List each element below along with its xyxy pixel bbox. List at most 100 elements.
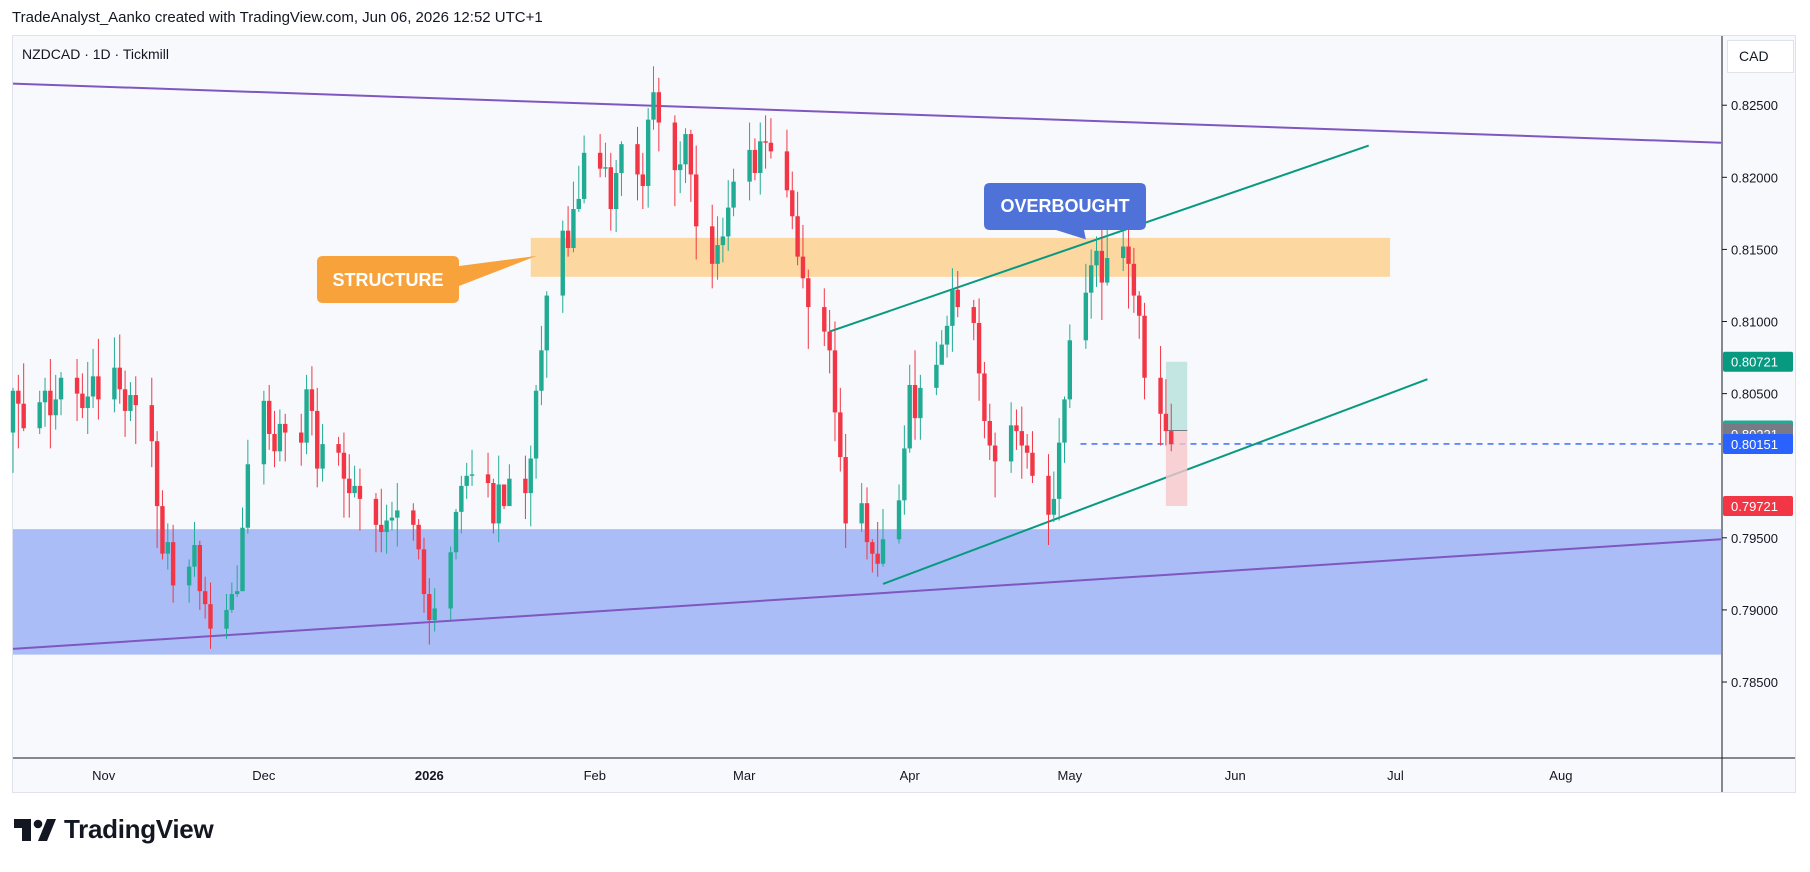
channel-top-line[interactable] — [829, 144, 1370, 333]
candle[interactable] — [245, 439, 251, 534]
candle[interactable] — [827, 309, 832, 374]
candle[interactable] — [651, 66, 656, 130]
currency-selector[interactable]: CAD — [1727, 40, 1794, 73]
candle[interactable] — [533, 384, 539, 479]
candle[interactable] — [16, 374, 21, 449]
candle[interactable] — [523, 455, 528, 520]
candle[interactable] — [133, 376, 138, 445]
candle[interactable] — [427, 578, 432, 645]
candle[interactable] — [1094, 236, 1099, 287]
candle[interactable] — [795, 191, 800, 266]
candle[interactable] — [1014, 409, 1019, 450]
candle[interactable] — [560, 220, 565, 313]
candle[interactable] — [112, 337, 117, 413]
candle[interactable] — [790, 171, 795, 230]
candle[interactable] — [448, 546, 453, 621]
structure-zone[interactable] — [530, 237, 1391, 277]
candle[interactable] — [950, 268, 955, 352]
candle[interactable] — [1158, 346, 1163, 446]
candle[interactable] — [1104, 224, 1110, 286]
candle[interactable] — [277, 409, 283, 462]
candle[interactable] — [1126, 223, 1131, 309]
candle[interactable] — [299, 413, 304, 466]
candle[interactable] — [710, 204, 715, 289]
candle[interactable] — [261, 390, 267, 485]
candle[interactable] — [320, 423, 325, 482]
candle[interactable] — [640, 152, 646, 210]
candle[interactable] — [939, 330, 944, 365]
candle[interactable] — [677, 141, 683, 194]
candle[interactable] — [464, 462, 469, 499]
candle[interactable] — [806, 269, 811, 349]
candle[interactable] — [672, 115, 678, 207]
candle[interactable] — [1131, 247, 1137, 313]
candle[interactable] — [416, 519, 421, 560]
candle[interactable] — [832, 321, 838, 442]
candle[interactable] — [613, 160, 619, 233]
candle[interactable] — [240, 507, 245, 592]
candle[interactable] — [197, 540, 203, 610]
candle[interactable] — [565, 206, 571, 257]
candle[interactable] — [747, 122, 752, 201]
candle[interactable] — [597, 134, 603, 178]
candle[interactable] — [539, 325, 544, 406]
candle[interactable] — [1046, 454, 1051, 546]
candle[interactable] — [42, 377, 48, 427]
candle[interactable] — [352, 465, 357, 498]
candle[interactable] — [411, 503, 416, 541]
position-target-zone[interactable] — [1165, 361, 1188, 431]
candle[interactable] — [267, 384, 272, 450]
candle[interactable] — [283, 413, 288, 462]
candle[interactable] — [379, 488, 384, 553]
symbol-title[interactable]: NZDCAD · 1D · Tickmill — [22, 46, 169, 62]
candle[interactable] — [202, 576, 208, 619]
candle[interactable] — [373, 493, 379, 553]
candle[interactable] — [976, 298, 982, 401]
candle[interactable] — [160, 490, 165, 560]
candle[interactable] — [80, 373, 85, 419]
candle[interactable] — [683, 128, 688, 184]
candle[interactable] — [37, 390, 42, 434]
candle[interactable] — [731, 168, 736, 217]
chart-pane[interactable] — [12, 35, 1796, 793]
candle[interactable] — [715, 216, 720, 280]
candle[interactable] — [229, 582, 235, 613]
candle[interactable] — [491, 478, 496, 534]
candle[interactable] — [122, 370, 128, 437]
candle[interactable] — [603, 142, 608, 178]
candle[interactable] — [971, 299, 976, 341]
candle[interactable] — [635, 126, 640, 201]
candle[interactable] — [934, 341, 939, 396]
candle[interactable] — [48, 359, 53, 449]
candle[interactable] — [656, 77, 662, 152]
candle[interactable] — [315, 387, 320, 488]
candle[interactable] — [1067, 324, 1073, 409]
candle[interactable] — [96, 338, 101, 420]
candle[interactable] — [800, 224, 806, 289]
candle[interactable] — [571, 181, 576, 253]
candle[interactable] — [485, 452, 491, 498]
candle[interactable] — [864, 487, 870, 560]
candle[interactable] — [619, 141, 624, 197]
candle[interactable] — [694, 145, 699, 260]
candle[interactable] — [763, 115, 768, 169]
candle[interactable] — [880, 508, 886, 567]
candle[interactable] — [21, 363, 26, 432]
candle[interactable] — [128, 382, 133, 422]
candle[interactable] — [357, 468, 363, 531]
candle[interactable] — [1099, 229, 1105, 321]
candle[interactable] — [1169, 403, 1174, 452]
candle[interactable] — [982, 361, 987, 439]
candle[interactable] — [1051, 471, 1057, 522]
candle[interactable] — [768, 118, 774, 159]
candle[interactable] — [955, 271, 960, 318]
candle[interactable] — [304, 374, 309, 455]
candle[interactable] — [918, 374, 923, 440]
candle[interactable] — [1062, 396, 1067, 463]
candle[interactable] — [581, 135, 587, 204]
candle[interactable] — [341, 432, 347, 518]
candle[interactable] — [843, 433, 848, 548]
candle[interactable] — [459, 475, 464, 534]
candle[interactable] — [149, 377, 154, 468]
